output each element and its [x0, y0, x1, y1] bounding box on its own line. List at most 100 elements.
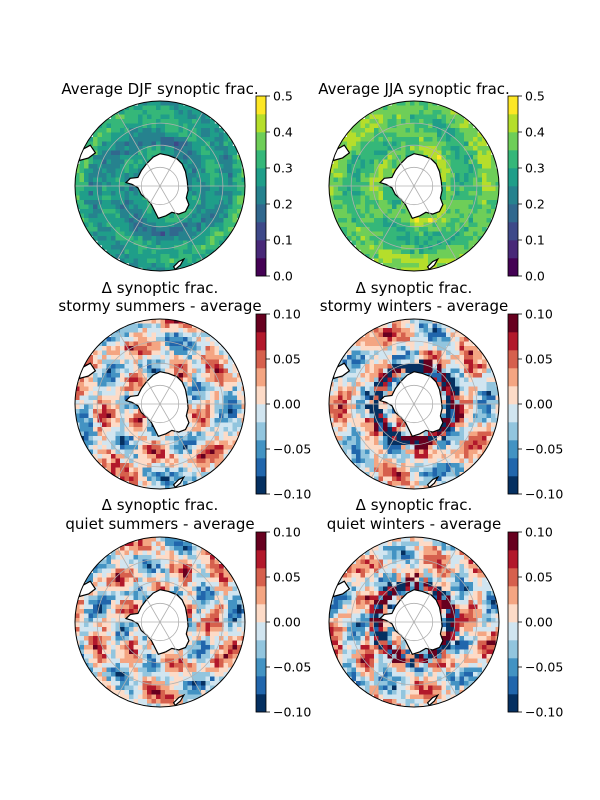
new-zealand-landmass [172, 475, 186, 489]
colorbar-segment [256, 150, 266, 169]
colorbar-segment [256, 350, 266, 369]
panel-title-line1: Δ synoptic frac. [102, 496, 219, 514]
colorbar-segment [508, 532, 518, 551]
polar-map [74, 318, 246, 490]
colorbar: 0.10 0.05 0.00 −0.05 −0.10 [507, 525, 563, 720]
panel-title-line2: quiet summers - average [65, 515, 254, 533]
map-frame [328, 536, 500, 708]
colorbar-segment [256, 314, 266, 333]
colorbar-segment [256, 368, 266, 387]
colorbar-tick-label: 0.3 [525, 161, 545, 176]
colorbar-tick-label: 0.00 [525, 397, 553, 412]
colorbar-tick-label: 0.05 [525, 570, 553, 585]
panel-title-line1: Δ synoptic frac. [102, 279, 219, 297]
colorbar-segment [256, 640, 266, 659]
colorbar-frame [507, 95, 519, 277]
colorbar-tick-label: 0.00 [273, 397, 301, 412]
panel-quiet-summers: Δ synoptic frac. quiet summers - average… [65, 496, 311, 720]
colorbar-segment [256, 676, 266, 695]
colorbar-segment [508, 458, 518, 477]
colorbar-tick-label: 0.00 [525, 615, 553, 630]
new-zealand-landmass [426, 475, 440, 489]
colorbar-segment [508, 168, 518, 187]
graticule [329, 330, 499, 478]
colorbar-segment [508, 622, 518, 641]
map-frame [328, 100, 500, 272]
colorbar-segment [256, 586, 266, 605]
colorbar-segment [256, 604, 266, 623]
new-zealand-landmass [426, 257, 440, 271]
map-frame [74, 318, 246, 490]
colorbar-frame [255, 95, 267, 277]
colorbar-tick-label: 0.2 [525, 197, 545, 212]
colorbar-segment [508, 350, 518, 369]
colorbar-segment [256, 386, 266, 405]
colorbar-tick-label: 0.00 [273, 615, 301, 630]
colorbar-segment [508, 240, 518, 259]
panel-title-line2: stormy winters - average [320, 297, 508, 315]
data-field [75, 319, 245, 489]
polar-map [74, 100, 246, 272]
new-zealand-landmass [426, 693, 440, 707]
colorbar-tick-label: 0.4 [525, 125, 545, 140]
colorbar-segment [508, 604, 518, 623]
colorbar-segment [256, 132, 266, 151]
colorbar-segment [508, 694, 518, 713]
colorbar-segment [508, 332, 518, 351]
map-frame [74, 536, 246, 708]
colorbar-segment [256, 258, 266, 277]
polar-map [328, 536, 500, 708]
colorbar-segment [256, 458, 266, 477]
map-frame [74, 100, 246, 272]
colorbar-segment [256, 114, 266, 133]
colorbar: 0.0 0.1 0.2 0.3 0.4 0.5 [507, 89, 545, 284]
panel-jja-avg: Average JJA synoptic frac. 0.00.10.20.30… [318, 80, 545, 284]
colorbar-segment [256, 168, 266, 187]
panel-stormy-summers: Δ synoptic frac. stormy summers - averag… [58, 279, 311, 502]
colorbar-segment [508, 640, 518, 659]
colorbar-tick-label: 0.0 [525, 269, 545, 284]
polar-map [328, 318, 500, 490]
colorbar-segment [508, 186, 518, 205]
panel-title-line1: Δ synoptic frac. [356, 279, 473, 297]
colorbar-tick-label: 0.3 [273, 161, 293, 176]
colorbar-segment [508, 586, 518, 605]
polar-map [328, 100, 500, 272]
graticule [75, 548, 245, 696]
colorbar-segment [508, 114, 518, 133]
colorbar-segment [256, 422, 266, 441]
new-zealand-landmass [172, 257, 186, 271]
colorbar-tick-label: 0.2 [273, 197, 293, 212]
map-frame [328, 318, 500, 490]
new-zealand-landmass [172, 693, 186, 707]
colorbar-segment [508, 422, 518, 441]
colorbar: 0.10 0.05 0.00 −0.05 −0.10 [255, 307, 311, 502]
colorbar-segment [256, 694, 266, 713]
colorbar-segment [508, 222, 518, 241]
colorbar-tick-label: 0.10 [525, 307, 553, 322]
colorbar-segment [508, 368, 518, 387]
colorbar-segment [508, 150, 518, 169]
colorbar-tick-label: 0.1 [525, 233, 545, 248]
colorbar-segment [256, 332, 266, 351]
colorbar-segment [256, 240, 266, 259]
data-field [329, 101, 499, 271]
colorbar-tick-label: 0.10 [273, 525, 301, 540]
colorbar-segment [508, 96, 518, 115]
colorbar-segment [256, 476, 266, 495]
colorbar: 0.10 0.05 0.00 −0.05 −0.10 [507, 307, 563, 502]
colorbar-segment [256, 550, 266, 569]
colorbar-tick-label: 0.5 [525, 89, 545, 104]
colorbar-tick-label: 0.1 [273, 233, 293, 248]
colorbar-segment [508, 568, 518, 587]
colorbar-segment [508, 440, 518, 459]
colorbar: 0.0 0.1 0.2 0.3 0.4 0.5 [255, 89, 293, 284]
colorbar-segment [256, 658, 266, 677]
colorbar-tick-label: −0.10 [525, 705, 563, 720]
colorbar-segment [508, 404, 518, 423]
panel-stormy-winters: Δ synoptic frac. stormy winters - averag… [320, 279, 564, 502]
colorbar-tick-label: 0.10 [525, 525, 553, 540]
colorbar-segment [508, 676, 518, 695]
colorbar: 0.10 0.05 0.00 −0.05 −0.10 [255, 525, 311, 720]
